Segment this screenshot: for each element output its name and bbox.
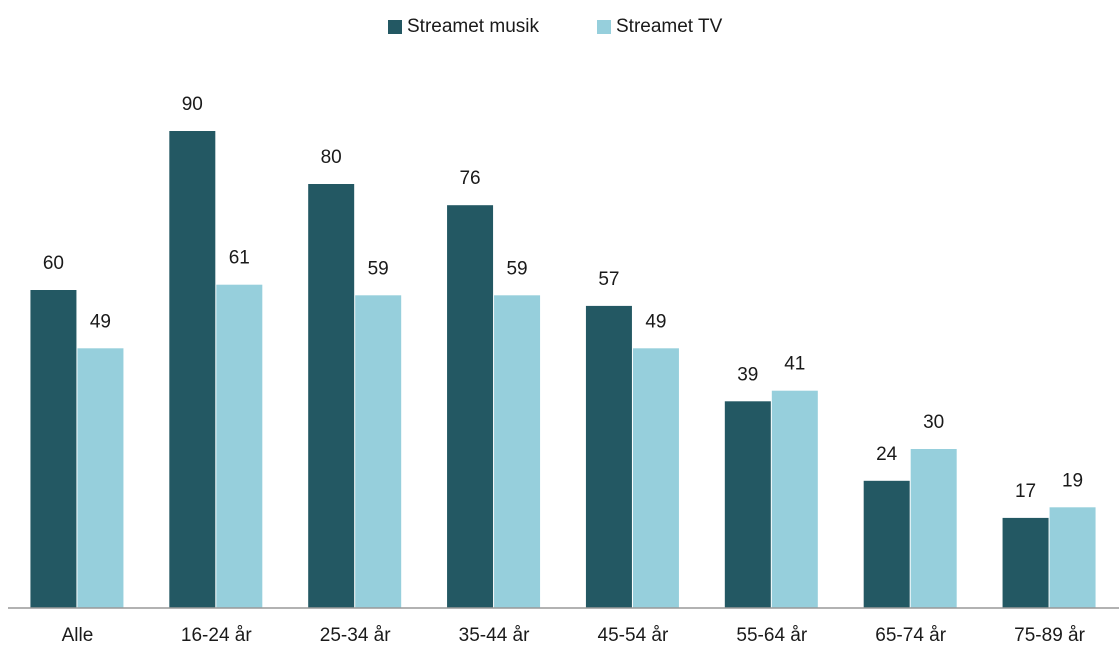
bar bbox=[355, 295, 402, 608]
bar bbox=[1049, 507, 1096, 608]
bar bbox=[585, 305, 632, 608]
legend-label: Streamet musik bbox=[407, 16, 539, 37]
bar bbox=[494, 295, 541, 608]
x-tick-label: 16-24 år bbox=[181, 625, 252, 646]
data-label: 76 bbox=[459, 168, 480, 189]
data-label: 59 bbox=[506, 258, 527, 279]
x-tick-label: 35-44 år bbox=[459, 625, 530, 646]
x-tick-label: 55-64 år bbox=[736, 625, 807, 646]
data-label: 61 bbox=[229, 248, 250, 269]
bar bbox=[77, 348, 124, 608]
legend-swatch bbox=[597, 20, 611, 34]
data-label: 49 bbox=[645, 311, 666, 332]
data-label: 30 bbox=[923, 412, 944, 433]
bar bbox=[724, 401, 771, 608]
bar bbox=[216, 284, 263, 608]
data-label: 17 bbox=[1015, 481, 1036, 502]
data-label: 24 bbox=[876, 444, 898, 465]
bar bbox=[771, 390, 818, 608]
data-label: 39 bbox=[737, 364, 758, 385]
bar bbox=[308, 184, 355, 608]
x-tick-label: Alle bbox=[62, 625, 94, 646]
legend-label: Streamet TV bbox=[616, 16, 723, 37]
bar bbox=[910, 449, 957, 608]
bar bbox=[1002, 517, 1049, 608]
data-label: 41 bbox=[784, 354, 805, 375]
data-label: 90 bbox=[182, 94, 203, 115]
x-tick-label: 25-34 år bbox=[320, 625, 391, 646]
data-label: 59 bbox=[368, 258, 389, 279]
data-label: 49 bbox=[90, 311, 111, 332]
data-label: 60 bbox=[43, 253, 64, 274]
bar bbox=[169, 131, 216, 608]
bar bbox=[632, 348, 679, 608]
data-label: 19 bbox=[1062, 470, 1083, 491]
data-label: 80 bbox=[321, 147, 342, 168]
legend-swatch bbox=[388, 20, 402, 34]
x-tick-label: 75-89 år bbox=[1014, 625, 1085, 646]
bar bbox=[447, 205, 494, 608]
bar bbox=[30, 290, 77, 608]
x-tick-label: 45-54 år bbox=[598, 625, 669, 646]
data-label: 57 bbox=[598, 269, 619, 290]
x-tick-label: 65-74 år bbox=[875, 625, 946, 646]
bar bbox=[863, 480, 910, 608]
